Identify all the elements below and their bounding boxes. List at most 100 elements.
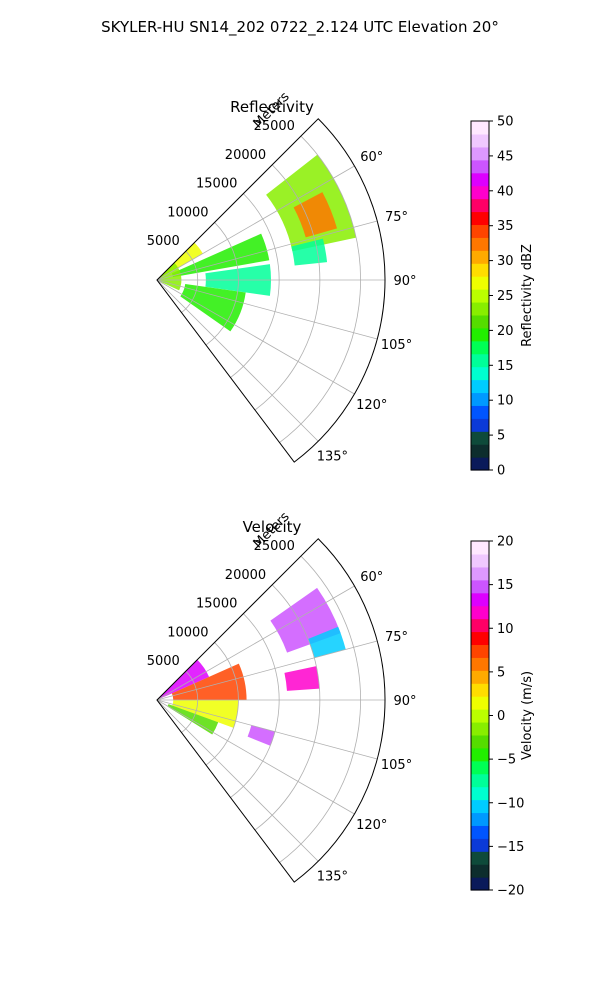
range-ring-5000: [181, 250, 199, 313]
sector-frame: [156, 118, 386, 463]
azimuth-tick-label: 105°: [381, 338, 412, 353]
azimuth-tick-label: 60°: [360, 570, 383, 585]
echo-region-2: [158, 659, 210, 700]
azimuth-spoke-120: [156, 699, 355, 815]
colorbar-swatch: [471, 289, 489, 303]
range-ring-25000: [279, 555, 361, 863]
echo-region-6: [284, 666, 320, 691]
azimuth-spoke-60: [156, 165, 355, 281]
colorbar-swatch: [471, 786, 489, 801]
colorbar-swatch: [471, 276, 489, 290]
colorbar-tick-label: 20: [497, 324, 514, 339]
colorbar-tick-label: 45: [497, 149, 514, 164]
figure-suptitle: SKYLER-HU SN14_202 0722_2.124 UTC Elevat…: [101, 18, 499, 37]
radial-tick-label: 15000: [196, 177, 237, 192]
colorbar-swatch: [471, 721, 489, 736]
colorbar-swatch: [471, 605, 489, 620]
colorbar-swatch: [471, 631, 489, 646]
colorbar-tick-label: 15: [497, 359, 514, 374]
velocity-title: Velocity: [243, 518, 302, 536]
reflectivity-colorbar-label: Reflectivity dBZ: [520, 244, 535, 347]
colorbar-tick-label: 15: [497, 578, 514, 593]
colorbar-tick-label: 5: [497, 429, 505, 444]
range-ring-10000: [205, 642, 239, 766]
colorbar-tick-label: 40: [497, 184, 514, 199]
echo-region-7: [247, 725, 275, 746]
radial-tick-label: 5000: [147, 654, 180, 669]
colorbar-swatch: [471, 709, 489, 723]
azimuth-tick-label: 90°: [393, 694, 416, 709]
velocity-axis-labels: 60° 75° 90° 105° 120° 135° 5000 10000 15000 20000…: [147, 539, 417, 884]
colorbar-swatch: [471, 146, 489, 161]
colorbar-swatch: [471, 457, 489, 471]
echo-region-1: [293, 192, 338, 238]
velocity-grid: [156, 538, 386, 883]
radial-tick-label: 10000: [167, 625, 208, 640]
colorbar-swatch: [471, 773, 489, 788]
colorbar-tick-label: 20: [497, 535, 514, 550]
reflectivity-grid: [156, 118, 386, 463]
azimuth-tick-label: 75°: [385, 630, 408, 645]
colorbar-tick-label: 30: [497, 254, 514, 269]
colorbar-swatch: [471, 618, 489, 633]
reflectivity-title: Reflectivity: [230, 98, 314, 116]
azimuth-spoke-75: [156, 220, 378, 281]
colorbar-tick-label: −15: [497, 840, 524, 855]
colorbar-swatch: [471, 224, 489, 238]
azimuth-tick-label: 120°: [356, 398, 387, 413]
colorbar-swatch: [471, 301, 489, 316]
colorbar-swatch: [471, 121, 489, 135]
colorbar-swatch: [471, 392, 489, 406]
range-ring-15000: [230, 193, 280, 378]
radial-tick-label: 25000: [254, 539, 295, 554]
colorbar-tick-label: 50: [497, 115, 514, 130]
colorbar-swatch: [471, 799, 489, 814]
reflectivity-echoes: [158, 154, 357, 332]
echo-region-4: [172, 700, 239, 728]
colorbar-swatch: [471, 696, 489, 710]
colorbar-swatch: [471, 670, 489, 684]
echo-region-1: [307, 626, 346, 658]
sector-frame: [156, 538, 386, 883]
echo-region-3: [171, 233, 270, 278]
radial-tick-label: 25000: [254, 119, 295, 134]
range-ring-5000: [181, 670, 199, 733]
colorbar-tick-label: −20: [497, 884, 524, 899]
colorbar-swatch: [471, 327, 489, 342]
colorbar-swatch: [471, 185, 489, 200]
azimuth-spoke-135: [156, 699, 319, 862]
azimuth-tick-label: 135°: [317, 449, 348, 464]
colorbar-swatch: [471, 734, 489, 749]
colorbar-swatch: [471, 877, 489, 891]
colorbar-swatch: [471, 211, 489, 226]
azimuth-spoke-135: [156, 279, 319, 442]
velocity-colorbar: −20 −15 −10 −5 0 5 10 15 20: [470, 535, 524, 899]
azimuth-tick-label: 60°: [360, 150, 383, 165]
colorbar-swatch: [471, 566, 489, 581]
radial-tick-label: 5000: [147, 234, 180, 249]
azimuth-tick-label: 135°: [317, 869, 348, 884]
colorbar-swatch: [471, 864, 489, 878]
colorbar-swatch: [471, 553, 489, 568]
colorbar-swatch: [471, 198, 489, 213]
velocity-echoes: [158, 587, 346, 746]
colorbar-tick-label: 35: [497, 219, 514, 234]
colorbar-swatch: [471, 541, 489, 555]
colorbar-swatch: [471, 838, 489, 852]
velocity-colorbar-label: Velocity (m/s): [520, 671, 535, 760]
azimuth-tick-label: 75°: [385, 210, 408, 225]
colorbar-tick-label: 0: [497, 709, 505, 724]
azimuth-tick-label: 105°: [381, 758, 412, 773]
range-ring-15000: [230, 613, 280, 798]
velocity-panel: Velocity 60° 75° 90° 105° 120° 135° 5000 10000 1…: [147, 509, 535, 898]
colorbar-swatch: [471, 579, 489, 594]
colorbar-swatch: [471, 444, 489, 458]
colorbar-swatch: [471, 683, 489, 697]
colorbar-tick-label: 10: [497, 622, 514, 637]
reflectivity-axis-labels: 60° 75° 90° 105° 120° 135° 5000 10000 15000 20000…: [147, 119, 417, 464]
colorbar-swatch: [471, 353, 489, 368]
range-ring-20000: [254, 164, 321, 411]
reflectivity-colorbar: 0 5 10 15 20 25 30 35 40 45 50: [470, 115, 514, 479]
colorbar-tick-label: −10: [497, 796, 524, 811]
